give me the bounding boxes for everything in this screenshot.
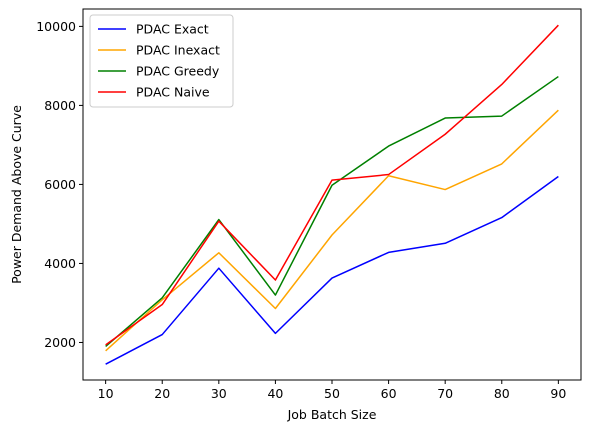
y-axis-ticks: 2000 4000 6000 8000 10000 — [36, 19, 83, 350]
y-tick-label-4000: 4000 — [44, 256, 76, 271]
x-tick-label-80: 80 — [494, 386, 510, 401]
legend-label-pdac-naive: PDAC Naive — [136, 85, 210, 100]
x-tick-label-20: 20 — [154, 386, 170, 401]
y-tick-label-6000: 6000 — [44, 177, 76, 192]
legend: PDAC Exact PDAC Inexact PDAC Greedy PDAC Na… — [89, 14, 234, 108]
legend-label-pdac-exact: PDAC Exact — [136, 22, 209, 37]
series-line-pdac-inexact — [105, 109, 559, 352]
x-tick-label-10: 10 — [98, 386, 114, 401]
y-tick-label-2000: 2000 — [44, 335, 76, 350]
series-line-pdac-exact — [105, 175, 559, 365]
series-line-pdac-greedy — [105, 75, 559, 347]
x-tick-label-60: 60 — [381, 386, 397, 401]
y-tick-label-10000: 10000 — [36, 19, 76, 34]
x-tick-label-90: 90 — [550, 386, 566, 401]
legend-label-pdac-greedy: PDAC Greedy — [136, 64, 220, 79]
series-layer — [105, 24, 559, 365]
y-tick-label-8000: 8000 — [44, 98, 76, 113]
x-tick-label-50: 50 — [324, 386, 340, 401]
y-axis-label: Power Demand Above Curve — [9, 105, 24, 284]
x-tick-label-30: 30 — [211, 386, 227, 401]
legend-label-pdac-inexact: PDAC Inexact — [136, 43, 220, 58]
series-line-pdac-naive — [105, 24, 559, 346]
x-axis-ticks: 10 20 30 40 50 60 70 80 90 — [98, 380, 566, 401]
x-tick-label-40: 40 — [267, 386, 283, 401]
legend-box — [89, 14, 234, 108]
x-tick-label-70: 70 — [437, 386, 453, 401]
x-axis-label: Job Batch Size — [287, 407, 377, 422]
